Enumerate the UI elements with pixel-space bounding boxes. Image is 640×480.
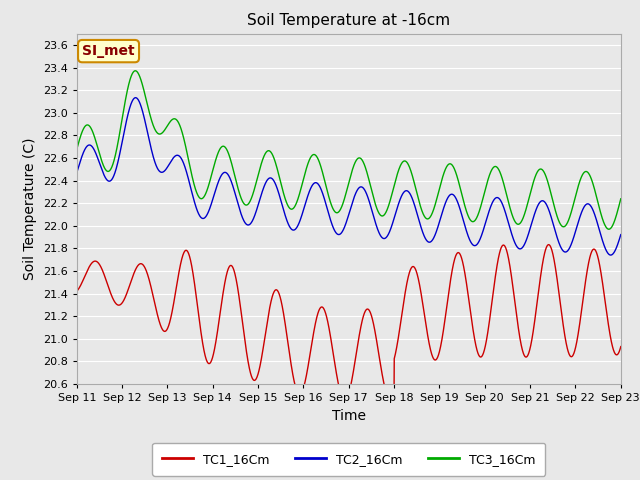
- Title: Soil Temperature at -16cm: Soil Temperature at -16cm: [247, 13, 451, 28]
- Text: SI_met: SI_met: [82, 44, 135, 58]
- X-axis label: Time: Time: [332, 408, 366, 422]
- Y-axis label: Soil Temperature (C): Soil Temperature (C): [23, 138, 37, 280]
- Legend: TC1_16Cm, TC2_16Cm, TC3_16Cm: TC1_16Cm, TC2_16Cm, TC3_16Cm: [152, 443, 545, 476]
